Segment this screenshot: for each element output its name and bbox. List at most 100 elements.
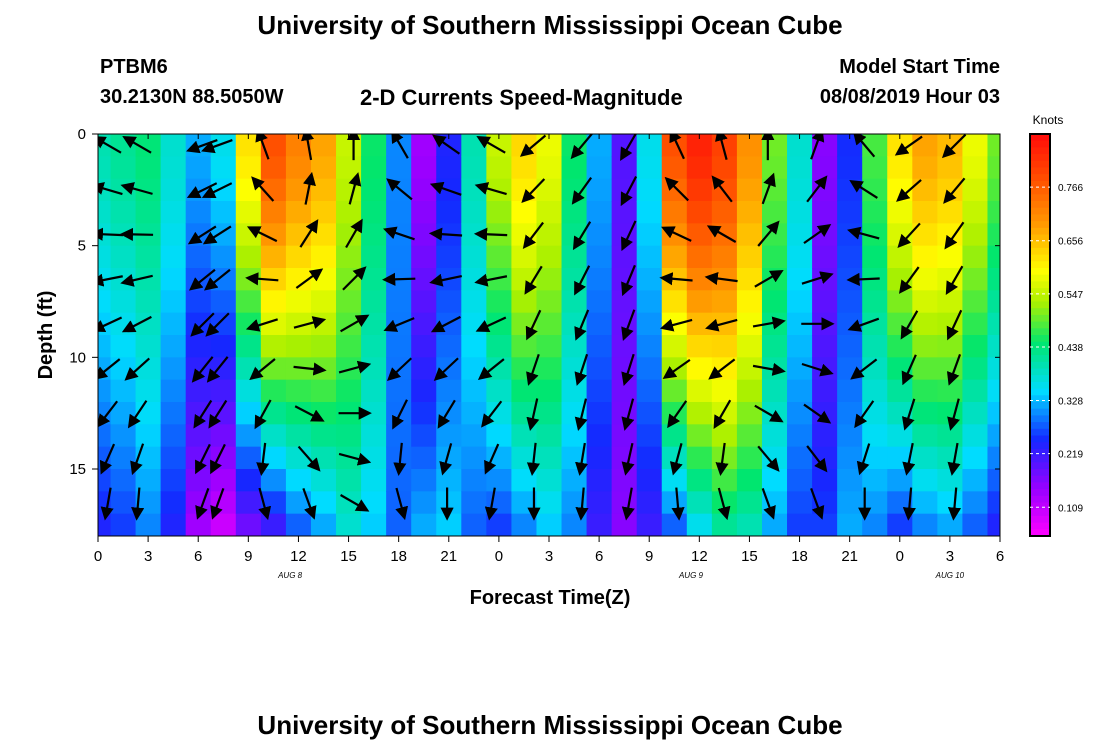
colorbar-segment xyxy=(1030,261,1050,269)
heatmap-cell xyxy=(235,446,262,470)
heatmap-cell xyxy=(536,156,563,180)
y-tick-label: 5 xyxy=(78,238,86,255)
heatmap-cell xyxy=(561,335,588,358)
current-vector-arrow xyxy=(484,443,500,475)
heatmap-cell xyxy=(636,491,663,515)
heatmap-cell xyxy=(837,201,863,224)
colorbar-segment xyxy=(1030,509,1050,517)
model-start-value: 08/08/2019 Hour 03 xyxy=(819,86,1000,108)
heatmap-cell xyxy=(862,513,888,536)
colorbar-segment xyxy=(1030,194,1050,202)
current-vector-arrow xyxy=(803,224,832,245)
heatmap-cell xyxy=(160,335,187,358)
heatmap-cell xyxy=(837,335,863,358)
heatmap-cell xyxy=(210,312,237,336)
heatmap-cell xyxy=(235,312,262,336)
current-vector-arrow xyxy=(122,136,152,154)
y-axis-label: Depth (ft) xyxy=(35,291,57,380)
heatmap-cell xyxy=(235,379,262,403)
heatmap-cell xyxy=(461,402,487,425)
heatmap-cell xyxy=(611,446,638,470)
heatmap-cell xyxy=(611,201,638,224)
heatmap-cell xyxy=(536,178,563,202)
heatmap-cell xyxy=(486,335,513,358)
chart-subtitle: 2-D Currents Speed-Magnitude xyxy=(360,85,683,110)
heatmap-cell xyxy=(411,178,437,202)
heatmap-cell xyxy=(98,201,112,224)
heatmap-cell xyxy=(110,312,137,336)
colorbar-segment xyxy=(1030,475,1050,483)
current-vector-arrow xyxy=(473,227,508,241)
heatmap-cell xyxy=(235,513,262,536)
heatmap-cell xyxy=(160,402,187,425)
current-vector-arrow xyxy=(258,487,272,521)
colorbar-segment xyxy=(1030,214,1050,222)
heatmap-cell xyxy=(536,379,563,403)
current-vector-arrow xyxy=(393,442,407,477)
colorbar-segment xyxy=(1030,288,1050,296)
current-vector-arrow xyxy=(201,182,233,199)
current-vector-arrow xyxy=(761,488,776,520)
heatmap-cell xyxy=(862,290,888,314)
colorbar-segment xyxy=(1030,274,1050,282)
heatmap-cell xyxy=(310,245,337,269)
heatmap-cell xyxy=(336,379,362,403)
heatmap-cell xyxy=(310,312,337,336)
heatmap-cell xyxy=(260,178,287,202)
current-vector-arrow xyxy=(571,176,593,205)
current-vector-arrow xyxy=(898,266,920,294)
heatmap-cell xyxy=(736,513,763,536)
heatmap-cell xyxy=(787,156,813,180)
x-tick-label: 12 xyxy=(691,548,708,565)
heatmap-cell xyxy=(310,178,337,202)
heatmap-cell xyxy=(586,513,613,536)
heatmap-cell xyxy=(135,424,162,448)
colorbar-segment xyxy=(1030,502,1050,510)
heatmap-cell xyxy=(862,424,888,448)
heatmap-cell xyxy=(962,178,989,202)
heatmap-cell xyxy=(686,469,713,492)
colorbar-segment xyxy=(1030,522,1050,530)
heatmap-cell xyxy=(361,178,387,202)
colorbar-segment xyxy=(1030,207,1050,215)
heatmap-cell xyxy=(260,156,287,180)
station-id: PTBM6 xyxy=(100,56,168,78)
x-tick-label: 21 xyxy=(841,548,858,565)
heatmap-cell xyxy=(411,424,437,448)
heatmap-cell xyxy=(461,513,487,536)
heatmap-cell xyxy=(862,156,888,180)
heatmap-cell xyxy=(736,268,763,291)
heatmap-cell xyxy=(511,201,538,224)
heatmap-cell xyxy=(787,469,813,492)
heatmap-cell xyxy=(862,201,888,224)
current-vector-arrow xyxy=(345,218,363,249)
heatmap-cell xyxy=(787,201,813,224)
heatmap-cell xyxy=(135,312,162,336)
heatmap-cell xyxy=(235,156,262,180)
heatmap-cell xyxy=(586,201,613,224)
heatmap-cell xyxy=(912,469,938,492)
heatmap-cell xyxy=(787,245,813,269)
current-vector-arrow xyxy=(391,134,409,159)
heatmap-cell xyxy=(736,469,763,492)
current-vector-arrow xyxy=(340,314,370,333)
heatmap-cell xyxy=(486,156,513,180)
heatmap-cell xyxy=(987,178,1000,202)
heatmap-cell xyxy=(636,268,663,291)
heatmap-cell xyxy=(461,379,487,403)
heatmap-cell xyxy=(736,134,763,157)
current-vector-arrow xyxy=(437,399,456,429)
heatmap-cell xyxy=(235,245,262,269)
heatmap-cell xyxy=(561,156,588,180)
heatmap-cell xyxy=(912,312,938,336)
current-vector-arrow xyxy=(201,139,233,154)
heatmap-cell xyxy=(285,312,312,336)
heatmap-cell xyxy=(411,491,437,515)
heatmap-cell xyxy=(461,290,487,314)
colorbar-segment xyxy=(1030,180,1050,189)
heatmap-cell xyxy=(586,379,613,403)
heatmap-cell xyxy=(987,290,1000,314)
heatmap-cell xyxy=(210,290,237,314)
heatmap-cell xyxy=(636,402,663,425)
colorbar-segment xyxy=(1030,462,1050,470)
